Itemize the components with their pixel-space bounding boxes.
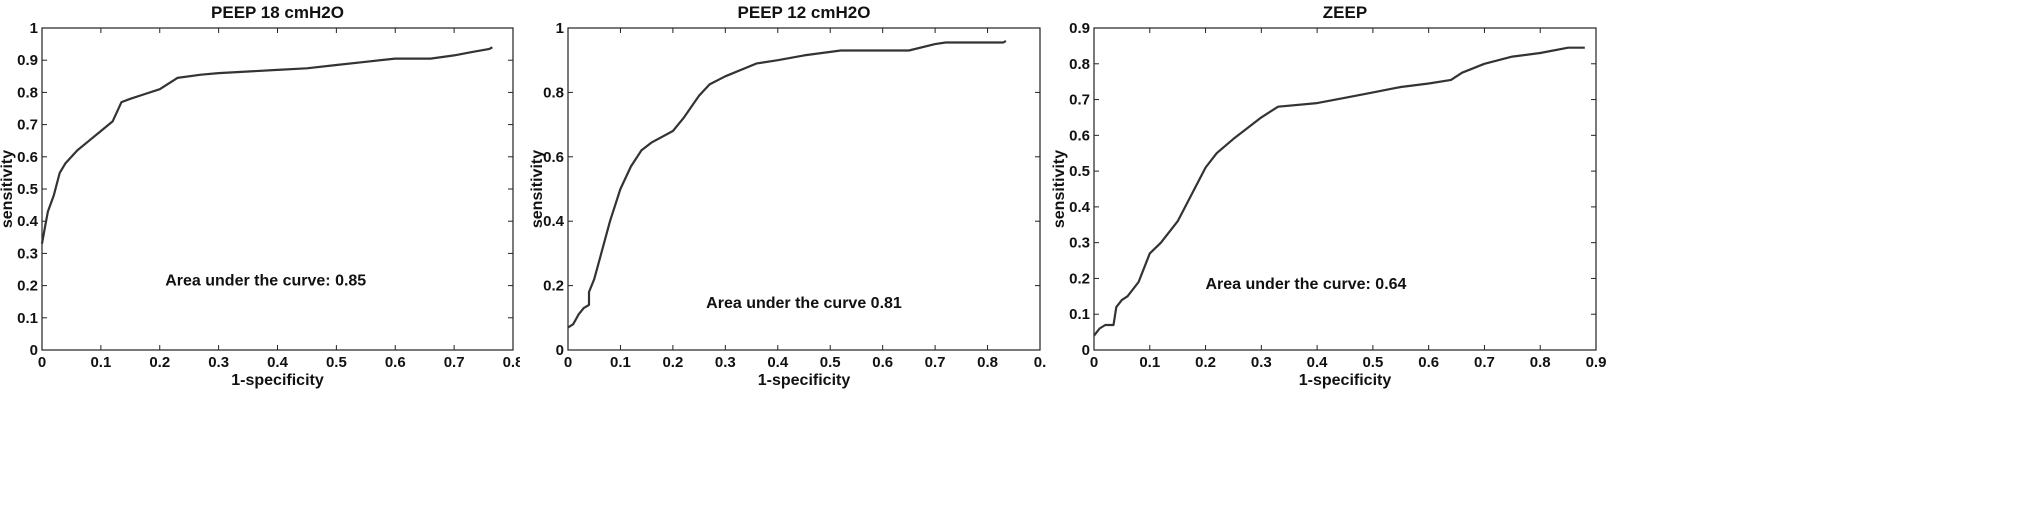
y-axis-label: sensitivity	[0, 150, 16, 228]
x-tick-label: 0.7	[925, 354, 946, 371]
y-tick-label: 0.6	[1069, 127, 1090, 144]
x-axis-label: 1-specificity	[231, 372, 324, 389]
x-tick-label: 0.5	[1362, 354, 1383, 371]
y-tick-label: 0.9	[17, 52, 38, 69]
roc-curve-line	[567, 39, 1007, 329]
y-tick-label: 0.1	[1069, 306, 1090, 323]
auc-annotation: Area under the curve 0.81	[706, 295, 902, 312]
y-tick-label: 0.7	[1069, 92, 1090, 109]
y-axis-label: sensitivity	[529, 150, 546, 228]
y-tick-label: 0.5	[1069, 163, 1090, 180]
x-tick-label: 0.	[1034, 354, 1047, 371]
x-tick-label: 0.1	[610, 354, 631, 371]
x-tick-label: 0.5	[326, 354, 347, 371]
y-tick-label: 0.2	[543, 278, 564, 295]
x-tick-label: 0.8	[977, 354, 998, 371]
x-tick-label: 0.2	[662, 354, 683, 371]
y-tick-label: 0.6	[543, 149, 564, 166]
x-tick-label: 0.2	[149, 354, 170, 371]
auc-annotation: Area under the curve: 0.85	[165, 273, 366, 290]
y-tick-label: 0.3	[17, 245, 38, 262]
y-tick-label: 0.4	[1069, 199, 1091, 216]
auc-annotation: Area under the curve: 0.64	[1205, 276, 1406, 293]
roc-curve-line	[40, 46, 493, 244]
y-tick-label: 0.1	[17, 310, 38, 327]
y-tick-label: 0	[30, 342, 38, 359]
roc-panel-zeep: ZEEP 0 0.1 0.2 0.3 0.4 0.5 0.6 0.7 0.8 0.9 0 0.1 0.2 0…	[1050, 0, 2044, 507]
chart-title: PEEP 12 cmH2O	[738, 3, 871, 22]
x-tick-label: 0.5	[820, 354, 841, 371]
x-axis-label: 1-specificity	[1299, 372, 1392, 389]
y-tick-label: 0.4	[17, 213, 39, 230]
x-axis-label: 1-specificity	[758, 372, 851, 389]
y-tick-label: 0.6	[17, 149, 38, 166]
x-tick-label: 0.8	[503, 354, 520, 371]
x-tick-label: 0.4	[767, 354, 789, 371]
x-tick-label: 0.9	[1586, 354, 1607, 371]
y-tick-label: 0	[1082, 342, 1090, 359]
x-tick-label: 0.3	[208, 354, 229, 371]
roc-panel-peep18: PEEP 18 cmH2O 0 0.1 0.2 0.3 0.4 0.5 0.6 0.7 0.8 0 0…	[0, 0, 520, 507]
x-tick-label: 0.6	[385, 354, 406, 371]
chart-title: PEEP 18 cmH2O	[211, 3, 344, 22]
y-tick-label: 0.8	[17, 84, 38, 101]
y-tick-label: 0.2	[17, 278, 38, 295]
chart-title: ZEEP	[1323, 3, 1367, 22]
x-tick-label: 0.4	[267, 354, 289, 371]
y-tick-label: 0.7	[17, 117, 38, 134]
plot-frame	[1093, 27, 1597, 351]
roc-chart-zeep: ZEEP 0 0.1 0.2 0.3 0.4 0.5 0.6 0.7 0.8 0.9 0 0.1 0.2 0…	[1051, 3, 1607, 389]
y-tick-label: 0.3	[1069, 235, 1090, 252]
x-tick-label: 0.1	[90, 354, 111, 371]
x-tick-label: 0.7	[1474, 354, 1495, 371]
x-tick-label: 0.1	[1139, 354, 1160, 371]
x-tick-label: 0.6	[1418, 354, 1439, 371]
x-tick-label: 0.7	[444, 354, 465, 371]
roc-panel-peep12: PEEP 12 cmH2O 0 0.1 0.2 0.3 0.4 0.5 0.6 0.7 0.8 0.…	[520, 0, 1050, 507]
x-tick-label: 0.4	[1307, 354, 1329, 371]
x-tick-label: 0.3	[1251, 354, 1272, 371]
y-tick-label: 0	[556, 342, 564, 359]
x-tick-label: 0.8	[1530, 354, 1551, 371]
plot-frame	[41, 27, 514, 351]
y-tick-label: 0.8	[543, 84, 564, 101]
y-tick-label: 0.2	[1069, 270, 1090, 287]
x-tick-label: 0.2	[1195, 354, 1216, 371]
x-tick-label: 0	[1090, 354, 1098, 371]
y-tick-label: 0.5	[17, 181, 38, 198]
x-tick-label: 0.6	[872, 354, 893, 371]
x-tick-label: 0	[38, 354, 46, 371]
x-tick-label: 0.3	[715, 354, 736, 371]
y-tick-label: 1	[556, 20, 564, 37]
y-tick-label: 0.4	[543, 213, 565, 230]
roc-chart-peep18: PEEP 18 cmH2O 0 0.1 0.2 0.3 0.4 0.5 0.6 0.7 0.8 0 0…	[0, 3, 520, 389]
plot-frame	[567, 27, 1041, 351]
y-tick-label: 1	[30, 20, 38, 37]
y-tick-label: 0.9	[1069, 20, 1090, 37]
y-tick-label: 0.8	[1069, 56, 1090, 73]
y-axis-label: sensitivity	[1051, 150, 1068, 228]
roc-curve-line	[1093, 46, 1585, 337]
x-tick-label: 0	[564, 354, 572, 371]
